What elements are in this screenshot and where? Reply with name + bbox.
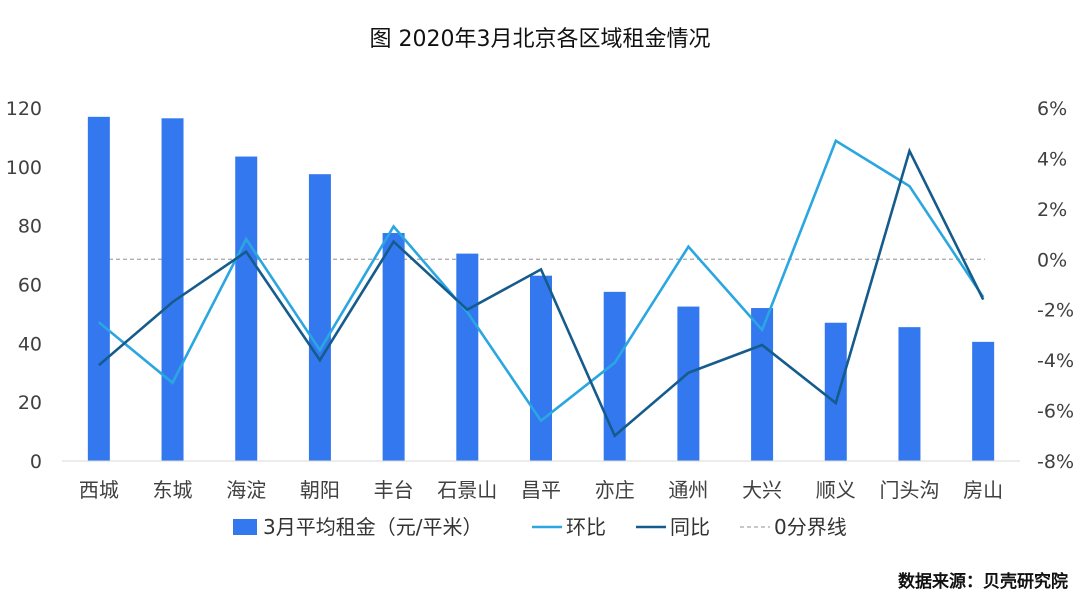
category-label: 昌平 [521,478,561,502]
right-tick-label: 4% [1037,148,1067,170]
category-label: 西城 [79,478,119,502]
legend-label: 0分界线 [774,515,847,539]
bar [677,306,700,461]
source-note: 数据来源：贝壳研究院 [898,571,1068,592]
category-label: 门头沟 [879,478,939,502]
bar [972,341,995,461]
left-tick-label: 80 [18,216,42,238]
bar [308,174,331,461]
category-label: 亦庄 [595,478,635,502]
category-label: 海淀 [226,478,266,502]
category-label: 通州 [668,478,708,502]
right-tick-label: 0% [1037,249,1067,271]
right-tick-label: -6% [1037,401,1074,423]
category-label: 丰台 [374,478,414,502]
series-line-yoy [97,147,985,438]
left-tick-label: 40 [18,333,42,355]
left-tick-label: 100 [6,157,42,179]
category-label: 朝阳 [300,478,340,502]
right-tick-label: -4% [1037,350,1074,372]
category-labels: 西城 东城 海淀 朝阳 丰台 石景山 昌平 亦庄 通州 大兴 顺义 门头沟 房山 [79,478,1003,502]
bar [456,253,479,461]
legend-label: 3月平均租金（元/平米） [263,515,482,539]
bar [530,275,552,461]
bar [87,116,110,461]
bar [161,118,184,461]
legend-swatch-bar [233,519,257,535]
category-label: 东城 [153,478,193,502]
category-label: 顺义 [816,478,856,502]
legend-label: 环比 [566,515,606,539]
legend-label: 同比 [670,515,710,539]
bar-series [87,116,995,461]
bar [382,233,405,461]
category-label: 石景山 [437,478,497,502]
right-tick-label: -2% [1037,300,1074,322]
right-tick-label: 6% [1037,98,1067,120]
bar [898,327,921,461]
bar [235,156,258,461]
left-axis: 0 20 40 60 80 100 120 [6,98,42,473]
category-label: 房山 [963,478,1003,502]
right-axis: -8% -6% -4% -2% 0% 2% 4% 6% [1037,98,1074,473]
bar [824,322,847,461]
left-tick-label: 120 [6,98,42,120]
chart-title: 图 2020年3月北京各区域租金情况 [370,27,711,52]
right-tick-label: 2% [1037,199,1067,221]
legend: 3月平均租金（元/平米） 环比 同比 0分界线 [233,515,847,539]
series-line-mom [97,138,985,423]
bar [603,291,626,461]
left-tick-label: 60 [18,275,42,297]
category-label: 大兴 [742,478,782,502]
line-series [97,138,985,438]
left-tick-label: 20 [18,392,42,414]
left-tick-label: 0 [30,451,42,473]
right-tick-label: -8% [1037,451,1074,473]
